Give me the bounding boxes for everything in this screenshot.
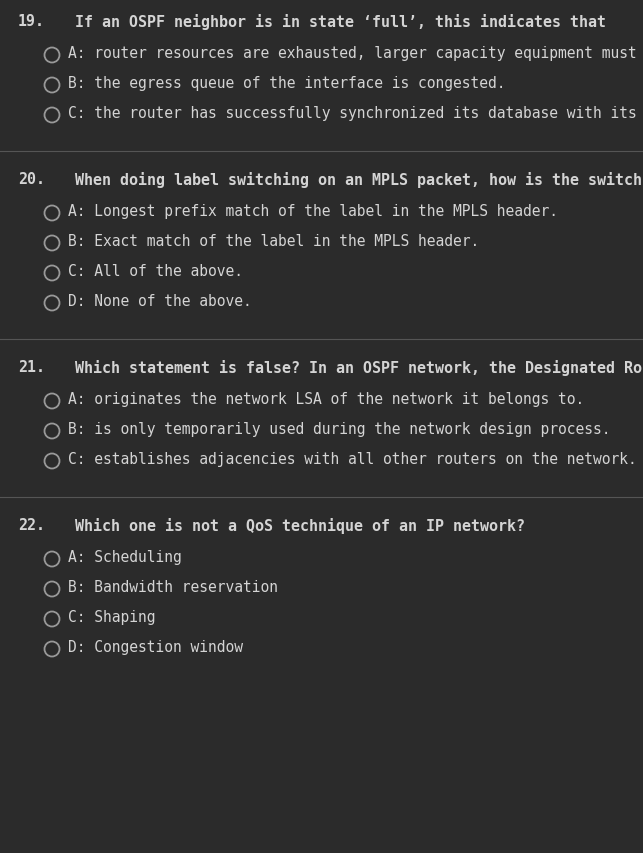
- Text: A: originates the network LSA of the network it belongs to.: A: originates the network LSA of the net…: [68, 392, 584, 407]
- Text: 22.: 22.: [18, 518, 45, 532]
- Text: C: the router has successfully synchronized its database with its neighbor.: C: the router has successfully synchroni…: [68, 106, 643, 121]
- Text: Which one is not a QoS technique of an IP network?: Which one is not a QoS technique of an I…: [75, 518, 525, 533]
- Text: C: All of the above.: C: All of the above.: [68, 264, 243, 279]
- Text: When doing label switching on an MPLS packet, how is the switching decision done: When doing label switching on an MPLS pa…: [75, 171, 643, 188]
- Text: If an OSPF neighbor is in state ‘full’, this indicates that: If an OSPF neighbor is in state ‘full’, …: [75, 14, 606, 30]
- Text: A: Scheduling: A: Scheduling: [68, 549, 182, 565]
- Text: C: establishes adjacencies with all other routers on the network.: C: establishes adjacencies with all othe…: [68, 451, 637, 467]
- Text: C: Shaping: C: Shaping: [68, 609, 156, 624]
- Text: D: None of the above.: D: None of the above.: [68, 293, 252, 309]
- Text: B: Exact match of the label in the MPLS header.: B: Exact match of the label in the MPLS …: [68, 234, 479, 249]
- Text: A: router resources are exhausted, larger capacity equipment must be installed.: A: router resources are exhausted, large…: [68, 46, 643, 61]
- Text: 21.: 21.: [18, 360, 45, 374]
- Text: D: Congestion window: D: Congestion window: [68, 639, 243, 654]
- Text: B: is only temporarily used during the network design process.: B: is only temporarily used during the n…: [68, 421, 610, 437]
- Text: 19.: 19.: [18, 14, 45, 29]
- Text: B: Bandwidth reservation: B: Bandwidth reservation: [68, 579, 278, 595]
- Text: Which statement is false? In an OSPF network, the Designated Router…: Which statement is false? In an OSPF net…: [75, 360, 643, 375]
- Text: B: the egress queue of the interface is congested.: B: the egress queue of the interface is …: [68, 76, 505, 91]
- Text: 20.: 20.: [18, 171, 45, 187]
- Text: A: Longest prefix match of the label in the MPLS header.: A: Longest prefix match of the label in …: [68, 204, 558, 218]
